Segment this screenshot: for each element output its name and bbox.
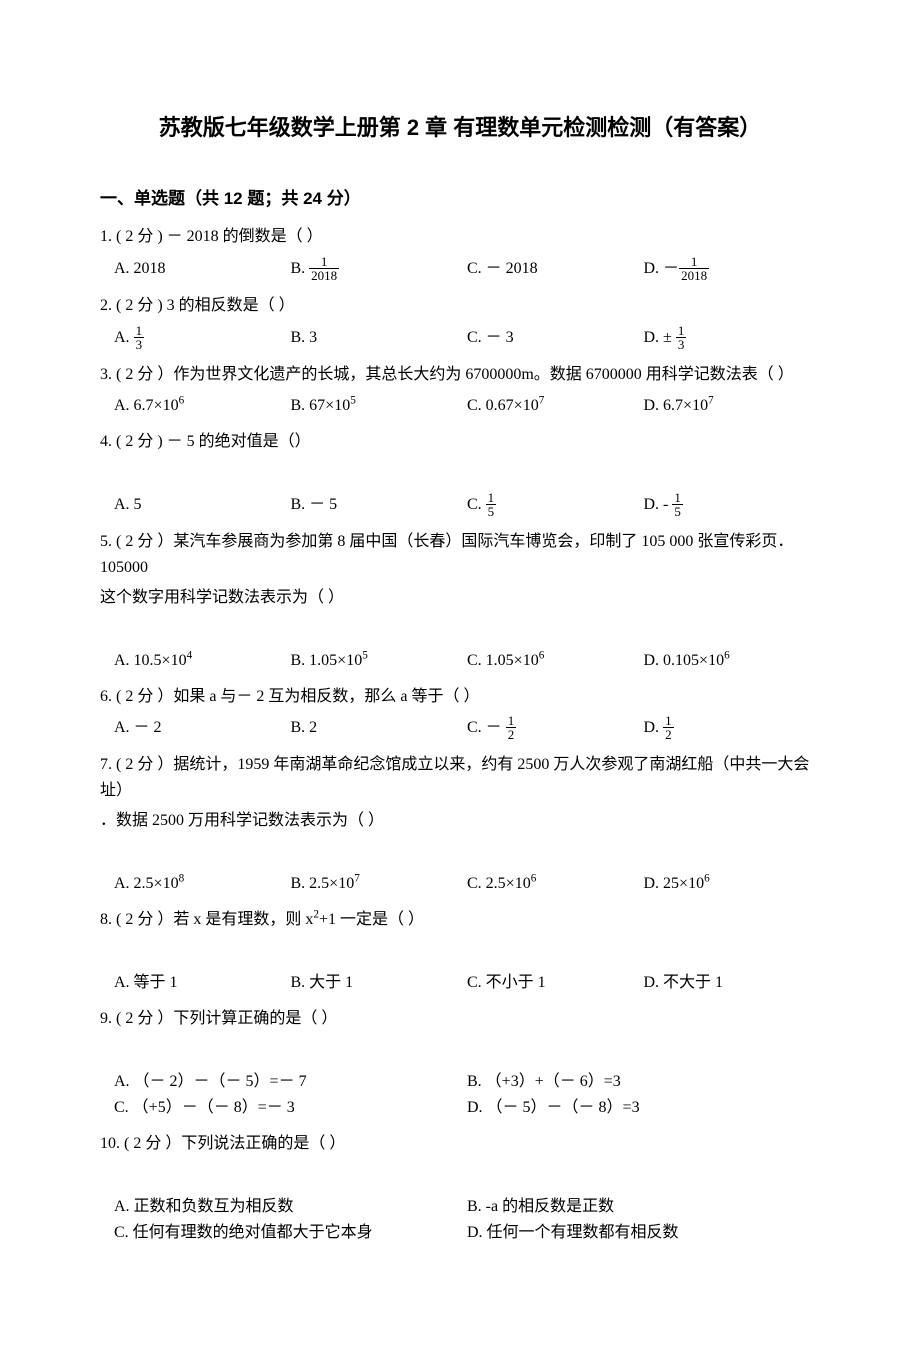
page-title: 苏教版七年级数学上册第 2 章 有理数单元检测检测（有答案） (100, 110, 820, 145)
option: D. 6.7×107 (644, 393, 821, 419)
question-1: 1. ( 2 分 ) － 2018 的倒数是（ ） A. 2018B. 12018… (100, 224, 820, 283)
question-stem: 8. ( 2 分 ）若 x 是有理数，则 x2+1 一定是（ ） (100, 907, 820, 933)
question-3: 3. ( 2 分 ）作为世界文化遗产的长城，其总长大约为 6700000m。数据… (100, 362, 820, 419)
option: A. 等于 1 (114, 970, 291, 996)
option: A. 正数和负数互为相反数 (114, 1194, 467, 1220)
option: B. （+3）+（－ 6）=3 (467, 1069, 820, 1095)
option: A. 6.7×106 (114, 393, 291, 419)
option: D. 任何一个有理数都有相反数 (467, 1220, 820, 1246)
question-stem: 5. ( 2 分 ）某汽车参展商为参加第 8 届中国（长春）国际汽车博览会，印制… (100, 529, 820, 580)
options: A. 2018B. 12018C. － 2018D. －12018 (114, 256, 820, 283)
options: A. 5B. － 5C. 15D. - 15 (114, 492, 820, 519)
question-9: 9. ( 2 分 ）下列计算正确的是（ ） A. （－ 2）－（－ 5）=－ 7B… (100, 1006, 820, 1121)
options: A. 等于 1B. 大于 1C. 不小于 1D. 不大于 1 (114, 970, 820, 996)
option: C. 任何有理数的绝对值都大于它本身 (114, 1220, 467, 1246)
option: C. 2.5×106 (467, 871, 644, 897)
question-6: 6. ( 2 分 ）如果 a 与－ 2 互为相反数，那么 a 等于（ ） A. －… (100, 684, 820, 743)
question-stem: 2. ( 2 分 ) 3 的相反数是（ ） (100, 293, 820, 319)
option: C. 0.67×107 (467, 393, 644, 419)
question-stem: 4. ( 2 分 ) － 5 的绝对值是（） (100, 429, 820, 455)
question-list: 1. ( 2 分 ) － 2018 的倒数是（ ） A. 2018B. 12018… (100, 224, 820, 1245)
option: D. 12 (644, 715, 821, 742)
option: C. － 3 (467, 325, 644, 352)
question-2: 2. ( 2 分 ) 3 的相反数是（ ） A. 13B. 3C. － 3D. ±… (100, 293, 820, 352)
option: D. ± 13 (644, 325, 821, 352)
option: A. 13 (114, 325, 291, 352)
option: B. 2 (291, 715, 468, 742)
option: A. 5 (114, 492, 291, 519)
options: A. － 2B. 2C. － 12D. 12 (114, 715, 820, 742)
option: B. 12018 (291, 256, 468, 283)
option: D. 25×106 (644, 871, 821, 897)
option: B. 大于 1 (291, 970, 468, 996)
question-stem: 10. ( 2 分 ）下列说法正确的是（ ） (100, 1131, 820, 1157)
option: C. 1.05×106 (467, 648, 644, 674)
options: A. 正数和负数互为相反数B. -a 的相反数是正数C. 任何有理数的绝对值都大… (114, 1194, 820, 1245)
question-stem: 6. ( 2 分 ）如果 a 与－ 2 互为相反数，那么 a 等于（ ） (100, 684, 820, 710)
question-10: 10. ( 2 分 ）下列说法正确的是（ ） A. 正数和负数互为相反数B. -a… (100, 1131, 820, 1246)
option: B. － 5 (291, 492, 468, 519)
option: A. 10.5×104 (114, 648, 291, 674)
option: C. － 12 (467, 715, 644, 742)
question-stem-2: 这个数字用科学记数法表示为（ ） (100, 585, 820, 611)
section-header: 一、单选题（共 12 题；共 24 分） (100, 185, 820, 212)
options: A. 2.5×108B. 2.5×107C. 2.5×106D. 25×106 (114, 871, 820, 897)
option: C. （+5）－（－ 8）=－ 3 (114, 1095, 467, 1121)
option: A. （－ 2）－（－ 5）=－ 7 (114, 1069, 467, 1095)
question-stem-2: ．数据 2500 万用科学记数法表示为（ ） (100, 808, 820, 834)
question-4: 4. ( 2 分 ) － 5 的绝对值是（） A. 5B. － 5C. 15D. … (100, 429, 820, 520)
question-5: 5. ( 2 分 ）某汽车参展商为参加第 8 届中国（长春）国际汽车博览会，印制… (100, 529, 820, 673)
options: A. 13B. 3C. － 3D. ± 13 (114, 325, 820, 352)
question-stem: 3. ( 2 分 ）作为世界文化遗产的长城，其总长大约为 6700000m。数据… (100, 362, 820, 388)
option: B. 3 (291, 325, 468, 352)
question-8: 8. ( 2 分 ）若 x 是有理数，则 x2+1 一定是（ ） A. 等于 1B… (100, 907, 820, 996)
question-stem: 9. ( 2 分 ）下列计算正确的是（ ） (100, 1006, 820, 1032)
option: B. 2.5×107 (291, 871, 468, 897)
option: B. 67×105 (291, 393, 468, 419)
option: D. （－ 5）－（－ 8）=3 (467, 1095, 820, 1121)
question-stem: 1. ( 2 分 ) － 2018 的倒数是（ ） (100, 224, 820, 250)
options: A. 6.7×106B. 67×105C. 0.67×107D. 6.7×107 (114, 393, 820, 419)
option: B. 1.05×105 (291, 648, 468, 674)
option: C. － 2018 (467, 256, 644, 283)
option: D. - 15 (644, 492, 821, 519)
options: A. 10.5×104B. 1.05×105C. 1.05×106D. 0.10… (114, 648, 820, 674)
option: D. 0.105×106 (644, 648, 821, 674)
option: D. 不大于 1 (644, 970, 821, 996)
option: A. 2018 (114, 256, 291, 283)
option: D. －12018 (644, 256, 821, 283)
option: C. 15 (467, 492, 644, 519)
option: A. － 2 (114, 715, 291, 742)
option: C. 不小于 1 (467, 970, 644, 996)
options: A. （－ 2）－（－ 5）=－ 7B. （+3）+（－ 6）=3C. （+5）… (114, 1069, 820, 1120)
question-stem: 7. ( 2 分 ）据统计，1959 年南湖革命纪念馆成立以来，约有 2500 … (100, 752, 820, 803)
option: A. 2.5×108 (114, 871, 291, 897)
option: B. -a 的相反数是正数 (467, 1194, 820, 1220)
question-7: 7. ( 2 分 ）据统计，1959 年南湖革命纪念馆成立以来，约有 2500 … (100, 752, 820, 896)
